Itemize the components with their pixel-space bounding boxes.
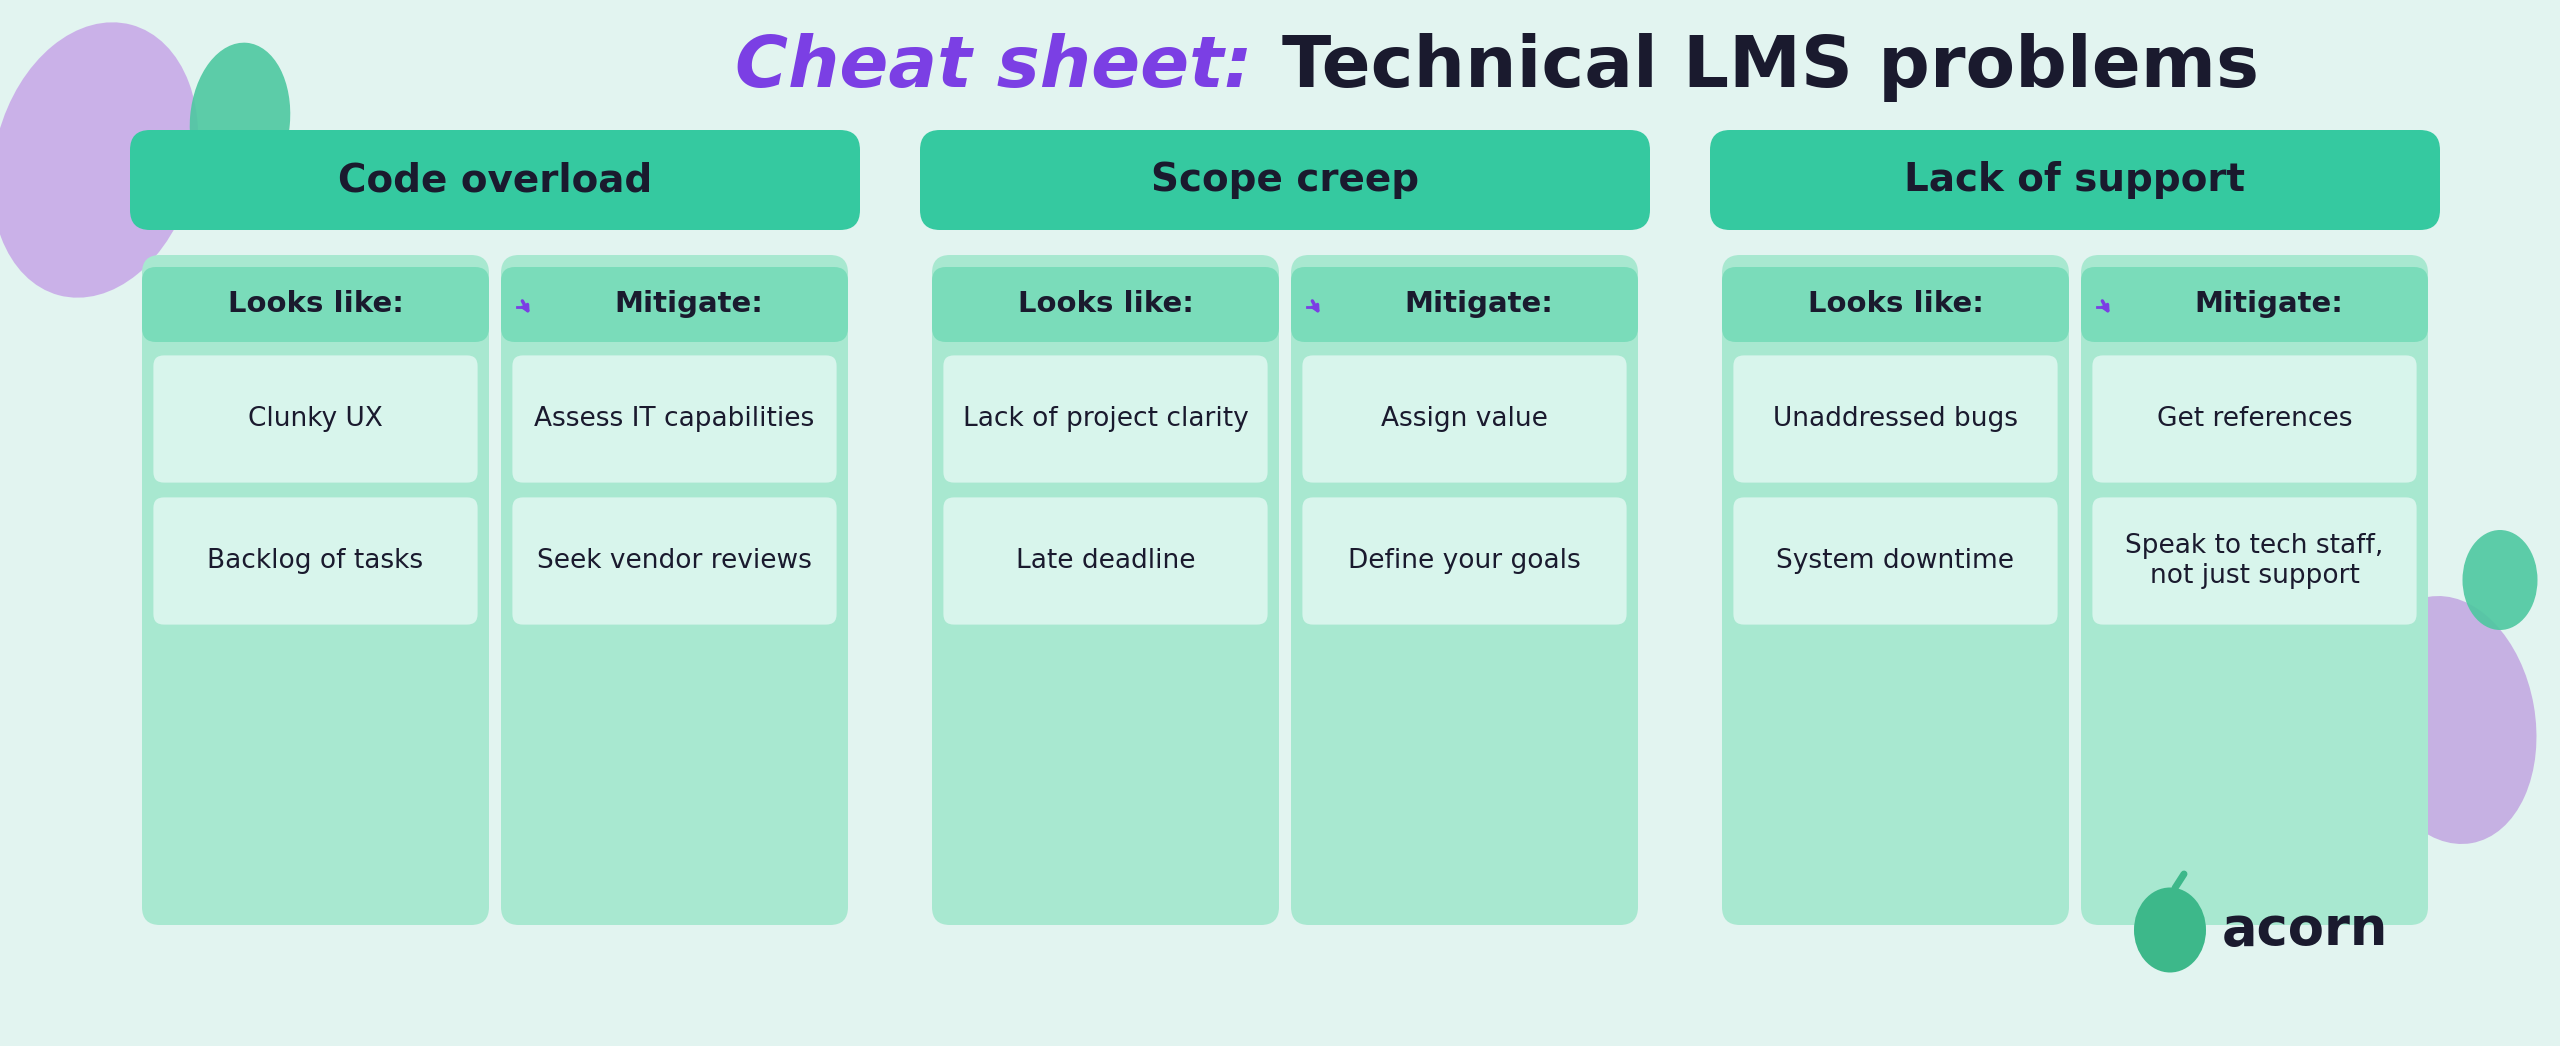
- FancyBboxPatch shape: [942, 354, 1270, 484]
- Text: Backlog of tasks: Backlog of tasks: [207, 548, 422, 574]
- FancyBboxPatch shape: [919, 130, 1651, 230]
- Ellipse shape: [189, 43, 289, 198]
- FancyBboxPatch shape: [1733, 354, 2058, 484]
- FancyBboxPatch shape: [1723, 255, 2068, 925]
- Text: Mitigate:: Mitigate:: [2194, 291, 2342, 318]
- Text: Assign value: Assign value: [1380, 406, 1549, 432]
- FancyBboxPatch shape: [151, 354, 479, 484]
- FancyBboxPatch shape: [1300, 354, 1628, 484]
- FancyBboxPatch shape: [1290, 267, 1638, 342]
- Ellipse shape: [0, 22, 197, 298]
- FancyBboxPatch shape: [141, 255, 489, 925]
- Text: Scope creep: Scope creep: [1152, 161, 1418, 199]
- FancyBboxPatch shape: [2092, 496, 2419, 626]
- FancyBboxPatch shape: [502, 267, 847, 342]
- FancyBboxPatch shape: [512, 496, 837, 626]
- FancyBboxPatch shape: [942, 496, 1270, 626]
- Text: Technical LMS problems: Technical LMS problems: [1283, 33, 2258, 103]
- FancyBboxPatch shape: [131, 130, 860, 230]
- Text: Code overload: Code overload: [338, 161, 653, 199]
- FancyBboxPatch shape: [151, 496, 479, 626]
- Text: Lack of support: Lack of support: [1905, 161, 2245, 199]
- FancyBboxPatch shape: [932, 267, 1280, 342]
- Text: Unaddressed bugs: Unaddressed bugs: [1774, 406, 2017, 432]
- FancyBboxPatch shape: [2081, 255, 2427, 925]
- FancyBboxPatch shape: [2081, 267, 2427, 342]
- Text: Seek vendor reviews: Seek vendor reviews: [538, 548, 812, 574]
- Text: Speak to tech staff,
not just support: Speak to tech staff, not just support: [2125, 533, 2383, 589]
- Text: Clunky UX: Clunky UX: [248, 406, 384, 432]
- FancyBboxPatch shape: [512, 354, 837, 484]
- Text: Mitigate:: Mitigate:: [614, 291, 763, 318]
- Text: Late deadline: Late deadline: [1016, 548, 1196, 574]
- FancyBboxPatch shape: [1710, 130, 2440, 230]
- Text: Assess IT capabilities: Assess IT capabilities: [535, 406, 814, 432]
- FancyBboxPatch shape: [502, 255, 847, 925]
- FancyBboxPatch shape: [932, 255, 1280, 925]
- Ellipse shape: [2463, 530, 2537, 630]
- FancyBboxPatch shape: [2092, 354, 2419, 484]
- Text: Looks like:: Looks like:: [1016, 291, 1193, 318]
- FancyBboxPatch shape: [1290, 255, 1638, 925]
- FancyBboxPatch shape: [1723, 267, 2068, 342]
- Text: Define your goals: Define your goals: [1349, 548, 1582, 574]
- FancyBboxPatch shape: [1300, 496, 1628, 626]
- Ellipse shape: [2363, 596, 2537, 844]
- Text: Get references: Get references: [2156, 406, 2353, 432]
- Text: Cheat sheet:: Cheat sheet:: [735, 33, 1277, 103]
- Text: Looks like:: Looks like:: [228, 291, 404, 318]
- Text: Looks like:: Looks like:: [1807, 291, 1984, 318]
- Text: Lack of project clarity: Lack of project clarity: [963, 406, 1249, 432]
- FancyBboxPatch shape: [141, 267, 489, 342]
- Text: System downtime: System downtime: [1777, 548, 2015, 574]
- Text: Mitigate:: Mitigate:: [1403, 291, 1554, 318]
- Ellipse shape: [2135, 887, 2207, 973]
- FancyBboxPatch shape: [1733, 496, 2058, 626]
- Text: acorn: acorn: [2222, 904, 2388, 956]
